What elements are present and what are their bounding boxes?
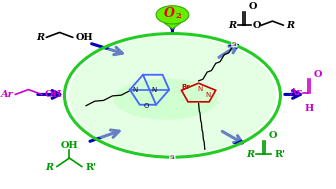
Text: O: O — [249, 2, 257, 11]
Text: O: O — [313, 70, 322, 78]
Text: N: N — [152, 87, 157, 93]
Text: N: N — [206, 92, 211, 98]
Polygon shape — [164, 23, 181, 29]
Text: Ar: Ar — [289, 88, 302, 97]
Text: O: O — [143, 103, 149, 109]
Text: Ar: Ar — [1, 90, 14, 99]
Ellipse shape — [156, 6, 189, 24]
Text: R': R' — [85, 163, 96, 172]
Text: 2: 2 — [175, 12, 181, 20]
Circle shape — [69, 36, 276, 155]
Text: OH: OH — [75, 33, 93, 42]
Text: OH: OH — [44, 90, 62, 99]
Text: O: O — [164, 7, 175, 20]
Text: R: R — [287, 21, 295, 30]
Text: R: R — [46, 163, 54, 172]
Text: Si: Si — [232, 42, 237, 47]
Text: N: N — [198, 86, 203, 92]
Text: Si: Si — [170, 155, 175, 160]
Text: R: R — [228, 21, 236, 30]
Text: O: O — [268, 131, 277, 140]
Text: O: O — [252, 21, 261, 30]
Text: OH: OH — [60, 141, 78, 150]
Text: R: R — [246, 150, 254, 159]
Text: H: H — [304, 104, 314, 113]
Text: Br: Br — [182, 84, 191, 90]
Text: R': R' — [274, 150, 285, 159]
Text: N: N — [132, 87, 137, 93]
Text: R: R — [37, 33, 45, 42]
Ellipse shape — [114, 78, 218, 120]
